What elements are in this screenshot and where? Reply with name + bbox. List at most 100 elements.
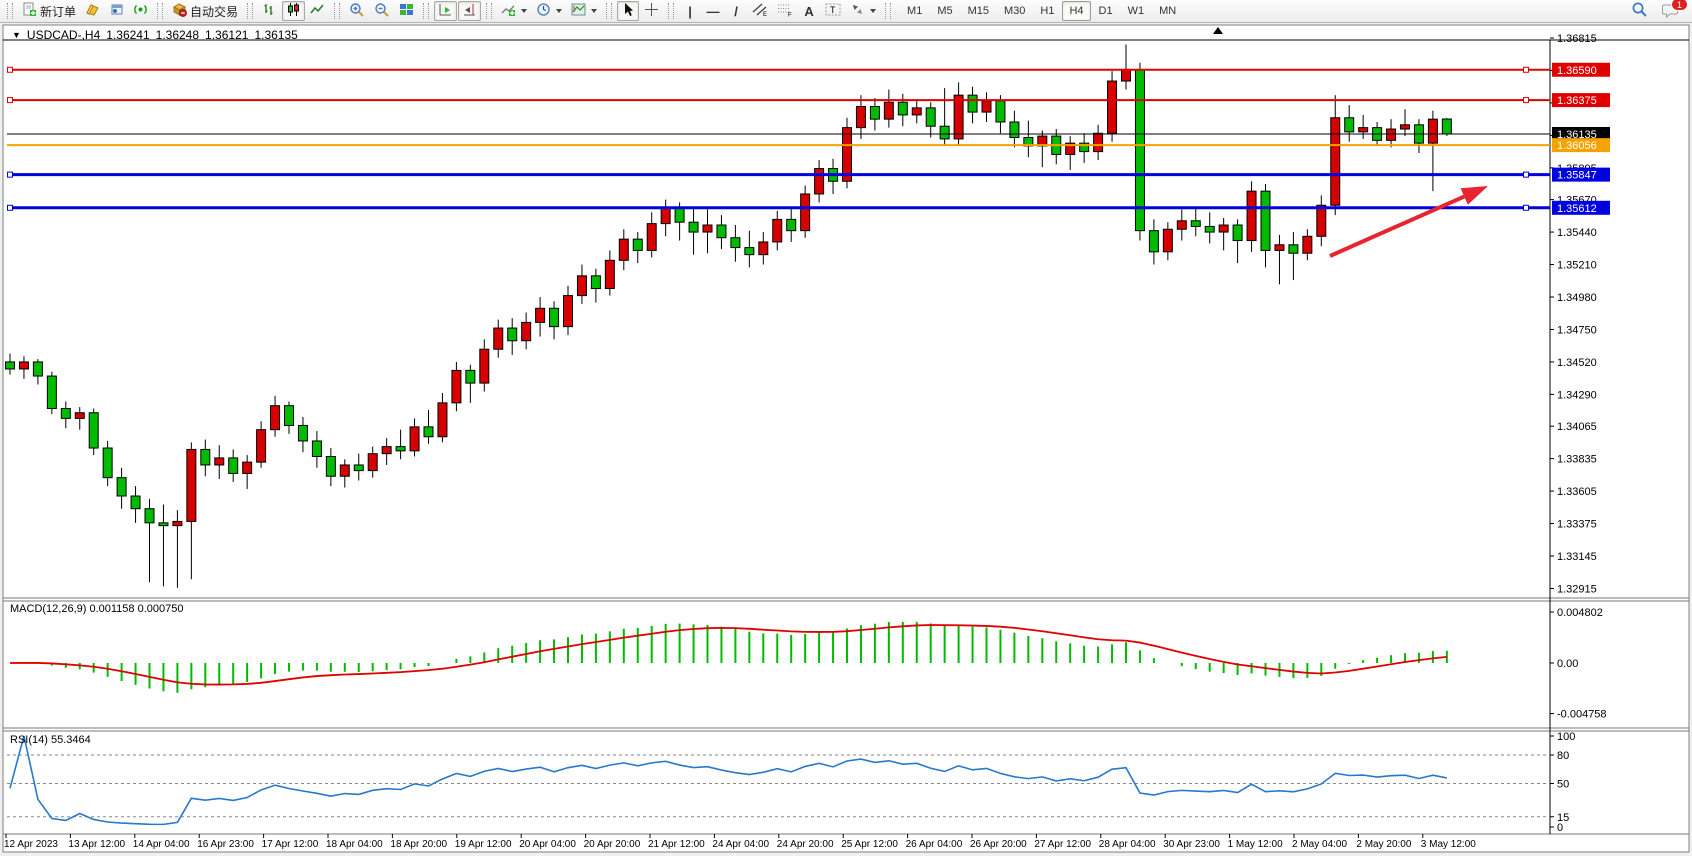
auto-trading-button[interactable]: 自动交易 bbox=[168, 1, 242, 21]
svg-text:1.36815: 1.36815 bbox=[1557, 33, 1597, 45]
svg-text:0: 0 bbox=[1557, 822, 1563, 834]
horizontal-line-button[interactable]: — bbox=[702, 1, 724, 21]
periods-button[interactable] bbox=[532, 1, 566, 21]
text-label-button[interactable]: T bbox=[821, 1, 845, 21]
candle-body bbox=[1176, 220, 1187, 230]
toolbar-grip[interactable] bbox=[157, 3, 164, 19]
indicators-button[interactable] bbox=[497, 1, 531, 21]
candle-body bbox=[911, 107, 922, 116]
price-label-box bbox=[1552, 167, 1610, 182]
indicators-dropdown-caret bbox=[521, 9, 528, 13]
candle-body bbox=[325, 455, 336, 477]
cursor-button[interactable] bbox=[617, 1, 640, 21]
candle-body bbox=[1302, 235, 1313, 254]
indicators-icon bbox=[501, 2, 516, 20]
toolbar-grip[interactable] bbox=[885, 3, 892, 19]
svg-text:100: 100 bbox=[1557, 731, 1575, 743]
toolbar-grip[interactable] bbox=[423, 3, 430, 19]
price-label-box bbox=[1552, 138, 1610, 153]
candle-body bbox=[1190, 220, 1201, 227]
date-label: 17 Apr 12:00 bbox=[262, 839, 319, 850]
data-window-icon bbox=[109, 2, 124, 20]
svg-text:1.33145: 1.33145 bbox=[1557, 551, 1597, 563]
candle-body bbox=[716, 224, 727, 239]
candle-body bbox=[590, 275, 601, 290]
equidistant-channel-button[interactable]: E bbox=[748, 1, 772, 21]
toolbar-grip[interactable] bbox=[247, 3, 254, 19]
auto-scroll-button[interactable] bbox=[434, 1, 458, 21]
tile-windows-button[interactable] bbox=[395, 1, 418, 21]
chat-button[interactable]: 1 bbox=[1658, 0, 1688, 21]
svg-text:F: F bbox=[788, 13, 792, 18]
timeframe-h4-button[interactable]: H4 bbox=[1062, 1, 1091, 21]
candle-body bbox=[102, 447, 113, 479]
candle-body bbox=[549, 307, 560, 328]
date-label: 20 Apr 20:00 bbox=[584, 839, 641, 850]
candle-chart-button[interactable] bbox=[282, 1, 306, 21]
toolbar-grip[interactable] bbox=[334, 3, 341, 19]
candle-body bbox=[270, 405, 281, 431]
timeframe-m15-button[interactable]: M15 bbox=[967, 5, 989, 17]
text-button[interactable]: A bbox=[798, 1, 820, 21]
fibonacci-button[interactable]: F bbox=[773, 1, 797, 21]
templates-button[interactable] bbox=[567, 1, 601, 21]
timeframe-d1-button[interactable]: D1 bbox=[1098, 5, 1113, 17]
new-order-button[interactable]: 新订单 bbox=[18, 1, 80, 21]
candle-body bbox=[1121, 69, 1131, 82]
timeframe-mn-button[interactable]: MN bbox=[1159, 5, 1177, 17]
timeframe-m30-button[interactable]: M30 bbox=[1004, 5, 1026, 17]
search-button[interactable] bbox=[1627, 1, 1652, 21]
navigator-button[interactable] bbox=[129, 1, 152, 21]
data-window-button[interactable] bbox=[105, 1, 128, 21]
candle-body bbox=[604, 259, 615, 290]
date-label: 2 May 04:00 bbox=[1292, 839, 1347, 850]
trendline-button[interactable]: / bbox=[725, 1, 747, 21]
timeframe-m5-button[interactable]: M5 bbox=[937, 5, 953, 17]
hline-handle bbox=[7, 97, 13, 104]
timeframe-buttons: M1 M5 M15 M30 H1 H4 D1 W1 MN bbox=[900, 1, 1183, 21]
vertical-line-button[interactable]: | bbox=[679, 1, 701, 21]
candle-body bbox=[1386, 128, 1397, 141]
timeframe-w1-button[interactable]: W1 bbox=[1127, 5, 1145, 17]
date-label: 30 Apr 23:00 bbox=[1163, 839, 1220, 850]
market-watch-button[interactable] bbox=[81, 1, 104, 21]
candlesticks bbox=[5, 44, 1452, 588]
svg-text:1.34520: 1.34520 bbox=[1557, 357, 1597, 369]
timeframe-m1-button[interactable]: M1 bbox=[907, 5, 923, 17]
line-chart-button[interactable] bbox=[306, 1, 329, 21]
chart-shift-button[interactable] bbox=[458, 1, 482, 21]
collapse-chart-icon[interactable]: ▼ bbox=[12, 30, 21, 40]
cursor-icon bbox=[621, 2, 635, 20]
toolbar-grip[interactable] bbox=[7, 3, 13, 19]
candle-body bbox=[758, 241, 769, 256]
hline-handle bbox=[1523, 171, 1529, 178]
bar-close-value: 1.36135 bbox=[254, 28, 298, 42]
candle-body bbox=[437, 402, 448, 438]
fibonacci-icon: F bbox=[777, 2, 793, 20]
macd-histogram bbox=[22, 621, 1448, 693]
chart-symbol-period: USDCAD-,H4 bbox=[26, 28, 101, 42]
candle-body bbox=[409, 426, 420, 452]
auto-trading-icon bbox=[172, 2, 187, 20]
bar-chart-button[interactable] bbox=[258, 1, 281, 21]
candle-body bbox=[1162, 228, 1173, 253]
arrows-button[interactable] bbox=[846, 1, 880, 21]
candle-body bbox=[1093, 132, 1104, 153]
candle-body bbox=[1358, 127, 1369, 133]
periods-dropdown-caret bbox=[556, 9, 563, 13]
new-order-icon bbox=[22, 2, 37, 20]
date-label: 24 Apr 20:00 bbox=[777, 839, 834, 850]
zoom-in-button[interactable] bbox=[345, 1, 369, 21]
toolbar-grip[interactable] bbox=[668, 3, 675, 19]
crosshair-button[interactable] bbox=[640, 1, 663, 21]
main-toolbar: 新订单 自动交易 bbox=[0, 0, 1692, 23]
toolbar-grip[interactable] bbox=[486, 3, 493, 19]
date-label: 16 Apr 23:00 bbox=[197, 839, 254, 850]
zoom-out-button[interactable] bbox=[370, 1, 394, 21]
trend-arrow-annotation[interactable] bbox=[1329, 186, 1488, 258]
timeframe-h1-button[interactable]: H1 bbox=[1040, 5, 1055, 17]
candle-body bbox=[158, 522, 169, 527]
svg-text:1.35210: 1.35210 bbox=[1557, 260, 1597, 272]
toolbar-grip[interactable] bbox=[606, 3, 613, 19]
